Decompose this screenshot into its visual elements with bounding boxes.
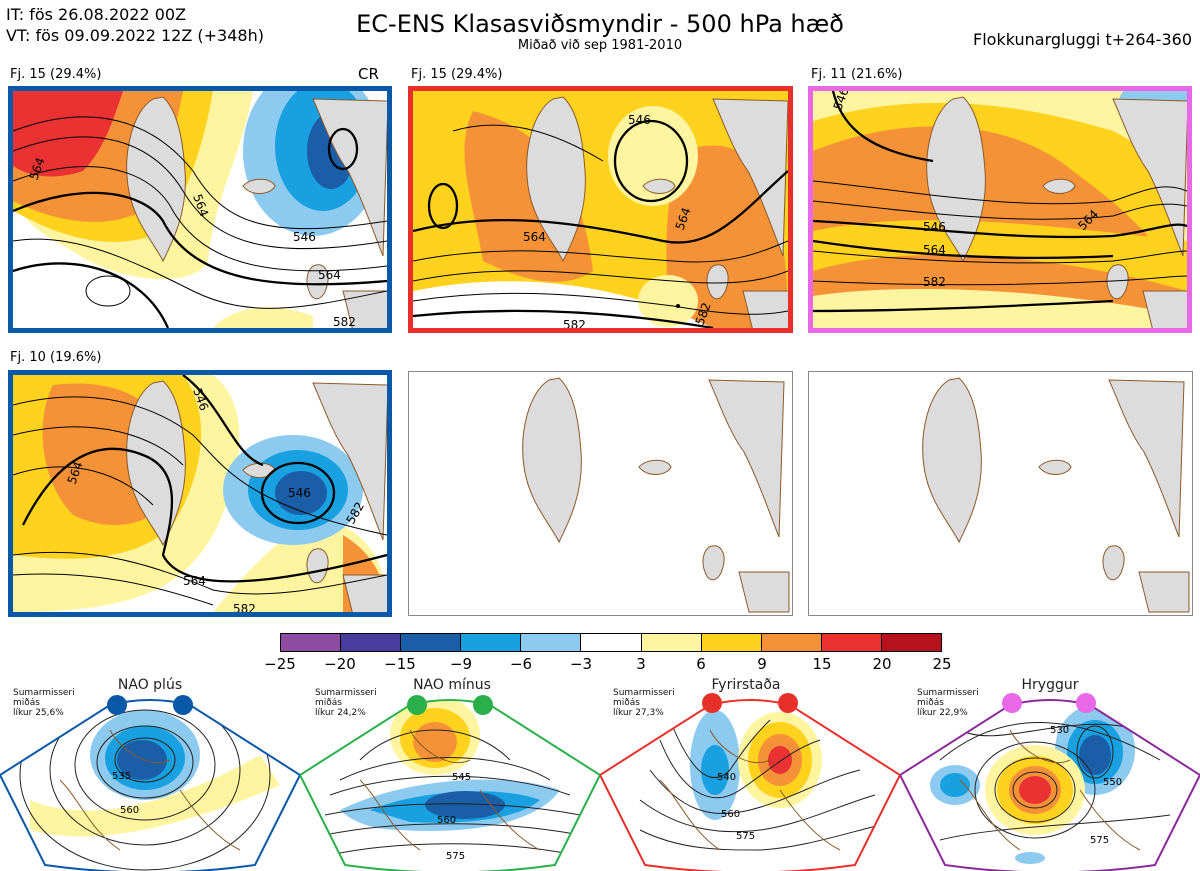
panel-1-label: Fj. 15 (29.4%)	[10, 67, 102, 82]
regime-3-map: 540 560 575	[600, 693, 900, 871]
regime-3-info: Sumarmisseri miðás líkur 27,3%	[613, 688, 675, 718]
regime-4-frame	[900, 699, 1200, 871]
regime-3-contour: 560	[721, 809, 740, 820]
regime-2-contour: 545	[452, 772, 471, 783]
initial-time: IT: fös 26.08.2022 00Z	[6, 5, 187, 24]
regime-3-dot	[702, 693, 722, 713]
regime-2-contour: 560	[437, 815, 456, 826]
cluster-panel-2: 546 564 564 582 582	[408, 86, 793, 333]
regime-4-contour: 550	[1103, 777, 1122, 788]
colorbar-bin	[281, 634, 342, 651]
colorbar	[280, 633, 942, 652]
cluster-panel-3: 546 546 564 564 582	[808, 86, 1192, 333]
colorbar-tick: 20	[872, 655, 892, 673]
regime-2-frame	[300, 699, 600, 871]
valid-time: VT: fös 09.09.2022 12Z (+348h)	[6, 26, 264, 45]
regime-1-contour: 535	[112, 771, 131, 782]
regime-3-frame	[600, 699, 900, 871]
regime-4-name: Hryggur	[1021, 677, 1079, 693]
colorbar-tick: −6	[509, 655, 533, 673]
regime-4-contour: 575	[1090, 835, 1109, 846]
colorbar-tick: 9	[757, 655, 767, 673]
colorbar-tick: 25	[932, 655, 952, 673]
empty-panel-1	[408, 371, 793, 616]
colorbar-tick: −3	[569, 655, 593, 673]
colorbar-tick: −15	[384, 655, 416, 673]
regime-2-map: 545 560 575	[300, 695, 600, 871]
cluster-panel-4: 546 546 564 564 582 582	[8, 370, 392, 617]
regime-3-dot	[778, 693, 798, 713]
classification-window: Flokkunargluggi t+264-360	[973, 30, 1192, 49]
colorbar-tick: −25	[264, 655, 296, 673]
contour-label-5: 582	[333, 315, 356, 328]
regime-4-contour: 530	[1050, 725, 1069, 736]
page-title: EC-ENS Klasasviðsmyndir - 500 hPa hæð	[356, 10, 844, 38]
contour-label-5: 582	[923, 275, 946, 289]
contour-label-4: 582	[563, 318, 586, 328]
contour-label-6: 582	[233, 602, 256, 612]
regime-2-contour: 575	[446, 851, 465, 862]
regime-2-name: NAO mínus	[413, 677, 491, 693]
contour-label-1: 546	[293, 230, 316, 244]
colorbar-bin	[701, 634, 762, 651]
regime-1-contour: 560	[120, 805, 139, 816]
contour-label-3: 564	[923, 243, 946, 257]
colorbar-bin	[341, 634, 402, 651]
regime-3-name: Fyrirstaða	[711, 677, 781, 693]
regime-2-dot	[473, 695, 493, 715]
regime-2-info: Sumarmisseri miðás líkur 24,2%	[315, 688, 377, 718]
regime-4-dot	[1076, 693, 1096, 713]
regime-3-contour: 575	[736, 831, 755, 842]
regime-4-info: Sumarmisseri miðás líkur 22,9%	[917, 688, 979, 718]
regime-4-dot	[1002, 693, 1022, 713]
regime-1-dot	[107, 695, 127, 715]
colorbar-tick: 6	[696, 655, 706, 673]
colorbar-bin	[641, 634, 702, 651]
regime-1-info: Sumarmisseri miðás líkur 25,6%	[13, 688, 75, 718]
regime-1-map: 535 560	[0, 695, 300, 871]
colorbar-tick: 3	[636, 655, 646, 673]
panel-3-label: Fj. 11 (21.6%)	[811, 67, 903, 82]
regime-1-frame	[0, 699, 300, 871]
contour-label-1: 546	[628, 113, 651, 127]
contour-label-1: 546	[923, 220, 946, 234]
empty-panel-2	[808, 371, 1193, 616]
regime-3-contour: 540	[717, 772, 736, 783]
colorbar-bin	[761, 634, 822, 651]
colorbar-tick: −9	[449, 655, 473, 673]
colorbar-tick: 15	[812, 655, 832, 673]
colorbar-bin	[581, 634, 642, 651]
contour-label-4: 564	[318, 268, 341, 282]
colorbar-bin	[401, 634, 462, 651]
panel-2-label: Fj. 15 (29.4%)	[411, 67, 503, 82]
colorbar-bin	[461, 634, 522, 651]
contour-label-4: 564	[183, 574, 206, 588]
panel-1-badge: CR	[358, 65, 379, 83]
cluster-panel-1: 546 564 564 564 582	[8, 86, 392, 333]
regime-1-dot	[173, 695, 193, 715]
page-subtitle: Miðað við sep 1981-2010	[517, 38, 683, 53]
colorbar-bin	[881, 634, 942, 651]
colorbar-bin	[521, 634, 582, 651]
contour-label-1: 546	[288, 486, 311, 500]
regime-4-map: 530 550 575	[900, 693, 1200, 871]
colorbar-tick: −20	[324, 655, 356, 673]
panel-4-label: Fj. 10 (19.6%)	[10, 350, 102, 365]
regime-1-name: NAO plús	[117, 677, 183, 693]
header-dates: IT: fös 26.08.2022 00Z VT: fös 09.09.202…	[6, 4, 264, 46]
colorbar-bin	[821, 634, 882, 651]
regime-2-dot	[407, 695, 427, 715]
contour-label-2: 564	[523, 230, 546, 244]
